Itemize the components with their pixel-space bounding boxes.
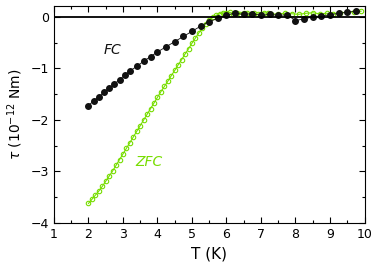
Text: FC: FC [104, 43, 122, 57]
Text: ZFC: ZFC [135, 155, 162, 169]
X-axis label: T (K): T (K) [191, 246, 227, 261]
Y-axis label: $\tau$ (10$^{-12}$ Nm): $\tau$ (10$^{-12}$ Nm) [6, 69, 25, 160]
